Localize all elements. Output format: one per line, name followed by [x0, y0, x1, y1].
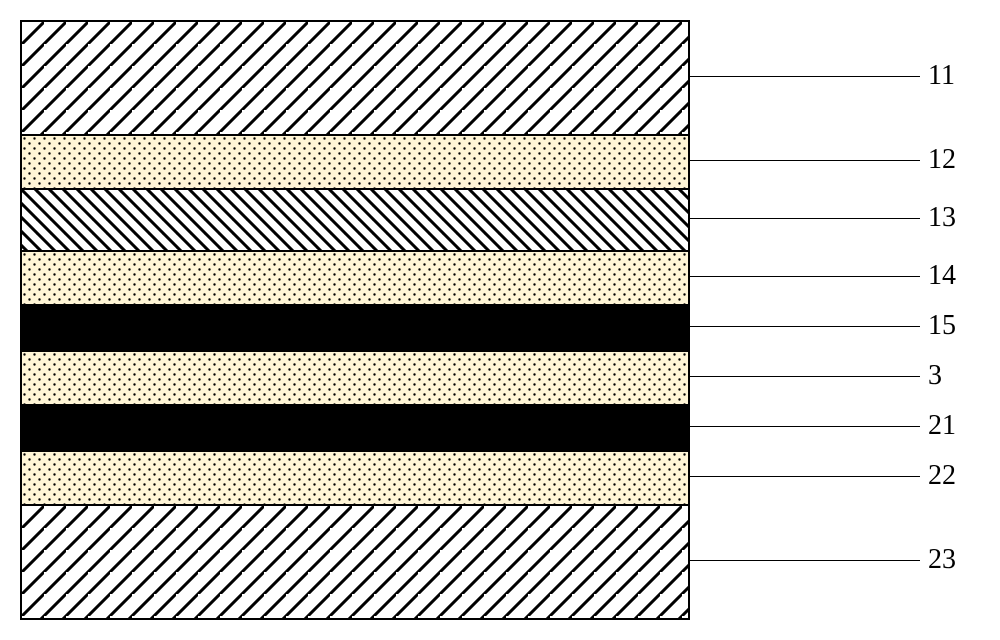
layer-stack — [20, 20, 690, 620]
layer-label: 11 — [920, 60, 955, 92]
label-row: 11 — [690, 60, 955, 92]
layer-label: 21 — [920, 410, 956, 442]
layer-15 — [22, 306, 688, 352]
leader-line — [690, 276, 920, 277]
layer-label: 14 — [920, 260, 956, 292]
leader-line — [690, 218, 920, 219]
leader-line — [690, 326, 920, 327]
label-row: 23 — [690, 544, 956, 576]
leader-line — [690, 76, 920, 77]
layer-13 — [22, 190, 688, 252]
layer-label: 12 — [920, 144, 956, 176]
label-row: 14 — [690, 260, 956, 292]
layer-label: 3 — [920, 360, 942, 392]
layer-23 — [22, 506, 688, 618]
layer-label: 13 — [920, 202, 956, 234]
layer-12 — [22, 136, 688, 190]
layer-label: 22 — [920, 460, 956, 492]
leader-line — [690, 560, 920, 561]
label-row: 21 — [690, 410, 956, 442]
leader-line — [690, 426, 920, 427]
layer-label: 23 — [920, 544, 956, 576]
label-row: 22 — [690, 460, 956, 492]
label-row: 12 — [690, 144, 956, 176]
label-row: 15 — [690, 310, 956, 342]
label-row: 13 — [690, 202, 956, 234]
layer-22 — [22, 452, 688, 506]
layer-3 — [22, 352, 688, 406]
layer-11 — [22, 22, 688, 136]
layer-21 — [22, 406, 688, 452]
label-row: 3 — [690, 360, 942, 392]
leader-line — [690, 476, 920, 477]
diagram-container: 11 12 13 14 15 3 21 22 23 — [20, 20, 980, 620]
layer-14 — [22, 252, 688, 306]
leader-line — [690, 376, 920, 377]
layer-label: 15 — [920, 310, 956, 342]
leader-line — [690, 160, 920, 161]
